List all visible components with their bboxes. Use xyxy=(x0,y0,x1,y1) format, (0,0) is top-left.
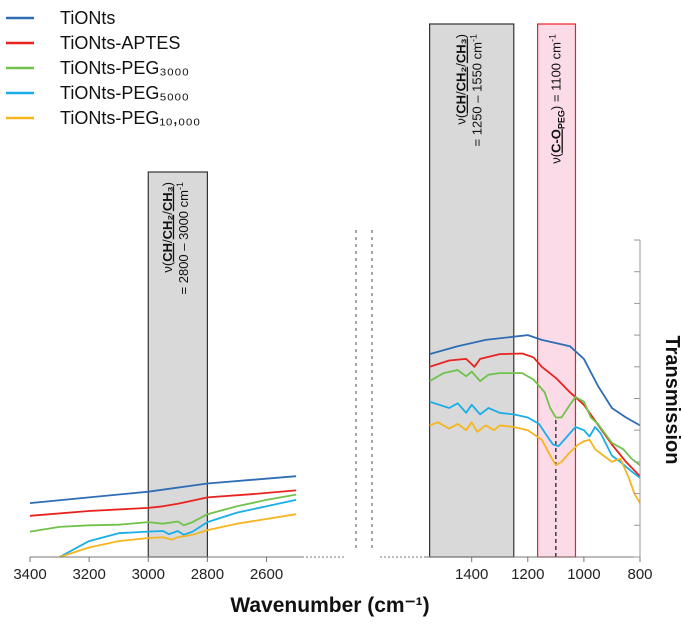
region-label-1: ν(CH/CH₂/CH₃)= 2800 – 3000 cm-1 xyxy=(160,182,191,294)
legend: TiONts TiONts-APTES TiONts-PEG₃₀₀₀ TiONts-P… xyxy=(6,8,200,128)
series-line-1-right xyxy=(429,334,641,427)
axes: 3400 3200 3000 2800 2600 1400 1200 1000 800 xyxy=(13,230,653,583)
x-tick-label: 2800 xyxy=(191,566,224,583)
series-line-3-left xyxy=(29,493,297,533)
series-line-4-left xyxy=(59,499,297,558)
x-tick-label: 3000 xyxy=(132,566,165,583)
region-label-range: = 2800 – 3000 cm-1 xyxy=(175,182,191,294)
series-line-4-right xyxy=(429,400,641,479)
legend-label-1: TiONts xyxy=(60,8,115,28)
x-tick-label: 3400 xyxy=(13,566,46,583)
region-3 xyxy=(537,23,577,558)
x-tick-label: 1400 xyxy=(455,566,488,583)
legend-label-5: TiONts-PEG₁₀,₀₀₀ xyxy=(60,108,200,128)
x-tick-label: 800 xyxy=(627,566,652,583)
x-tick-label: 2600 xyxy=(250,566,283,583)
series-line-5-left xyxy=(59,513,297,558)
x-tick-label: 3200 xyxy=(72,566,105,583)
series-line-1-left xyxy=(29,475,297,504)
legend-label-2: TiONts-APTES xyxy=(60,33,180,53)
region-1 xyxy=(147,171,208,558)
y-axis-label: Transmission xyxy=(661,336,681,465)
series-line-2-left xyxy=(29,489,297,517)
x-tick-label: 1000 xyxy=(567,566,600,583)
region-label-formula: ν(CH/CH₂/CH₃) xyxy=(454,34,469,125)
region-label-2: ν(CH/CH₂/CH₃)= 1250 – 1550 cm-1 xyxy=(454,34,485,146)
x-axis-label: Wavenumber (cm⁻¹) xyxy=(230,594,429,617)
region-label-formula: ν(CH/CH₂/CH₃) xyxy=(160,182,175,273)
spectra-series xyxy=(29,334,641,558)
region-label-range: = 1250 – 1550 cm-1 xyxy=(469,34,485,146)
series-line-3-right xyxy=(429,369,641,466)
legend-label-4: TiONts-PEG₅₀₀₀ xyxy=(60,83,189,103)
region-label-co-peg: ν(C-OPEG) = 1100 cm-1 xyxy=(548,34,567,164)
series-line-5-right xyxy=(429,421,641,504)
x-tick-label: 1200 xyxy=(511,566,544,583)
highlight-regions xyxy=(147,23,577,558)
region-2 xyxy=(429,23,515,558)
region-label-3: ν(C-OPEG) = 1100 cm-1 xyxy=(548,34,567,164)
legend-label-3: TiONts-PEG₃₀₀₀ xyxy=(60,58,189,78)
region-annotations: ν(CH/CH₂/CH₃)= 2800 – 3000 cm-1ν(CH/CH₂/… xyxy=(160,34,567,294)
